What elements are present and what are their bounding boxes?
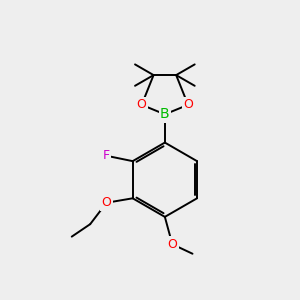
Text: F: F	[103, 149, 110, 162]
Text: B: B	[160, 107, 170, 121]
Text: O: O	[167, 238, 177, 251]
Text: O: O	[183, 98, 193, 111]
Text: O: O	[102, 196, 112, 209]
Text: O: O	[137, 98, 147, 111]
